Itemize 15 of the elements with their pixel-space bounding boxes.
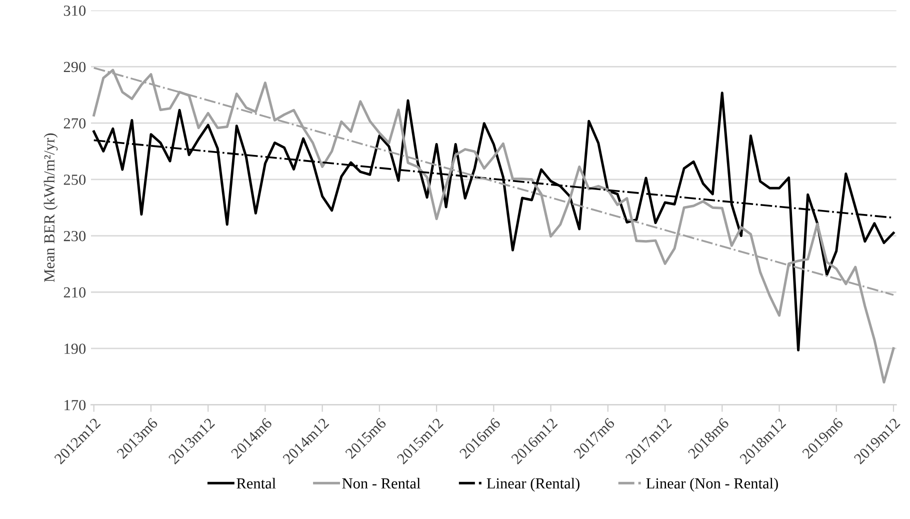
y-tick-label: 210 (64, 287, 86, 298)
y-tick-label: 290 (64, 62, 86, 72)
y-tick-label: 170 (64, 400, 86, 410)
y-tick-label: 230 (64, 230, 86, 242)
legend-label: Non - Rental (342, 478, 420, 489)
line-series (92, 68, 895, 384)
legend-label: Linear (Rental) (486, 478, 580, 492)
legend-label: Rental (236, 478, 276, 489)
line-series (92, 92, 895, 352)
y-axis-title: Mean BER (kWh/m²/yr) (44, 133, 58, 282)
y-tick-label: 310 (64, 6, 86, 16)
legend-label: Linear (Non - Rental) (646, 478, 778, 492)
y-tick-label: 250 (64, 174, 86, 185)
y-tick-label: 190 (64, 344, 86, 354)
y-tick-label: 270 (64, 118, 86, 129)
